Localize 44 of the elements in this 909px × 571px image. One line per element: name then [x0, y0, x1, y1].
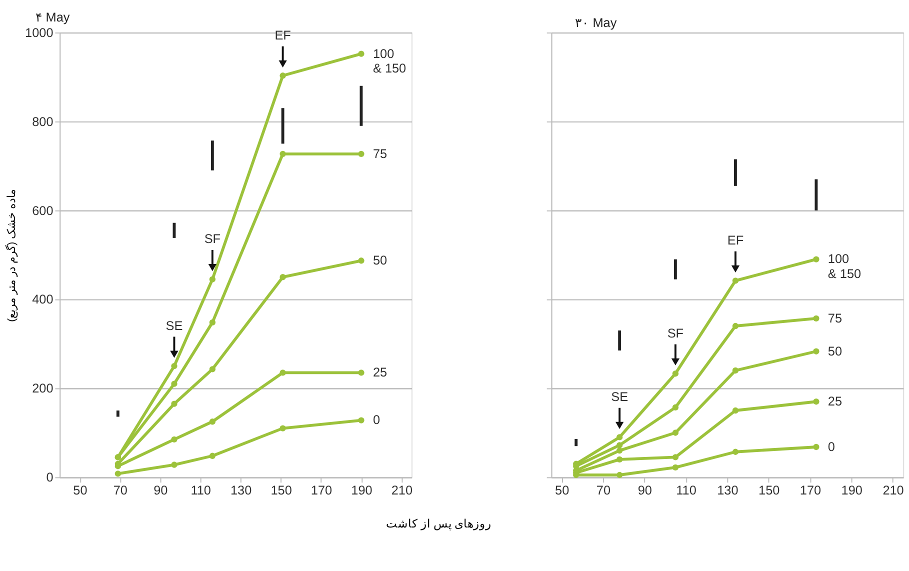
y-tick-label: 600	[32, 204, 54, 218]
x-tick-label: 170	[310, 483, 332, 498]
y-tick-label: 400	[32, 292, 54, 307]
chart-title: ۴ May	[35, 10, 70, 25]
y-tick-label: 1000	[25, 26, 54, 40]
x-tick-label: 190	[841, 483, 862, 498]
series-label: 25	[372, 366, 388, 380]
x-tick-label: 210	[882, 483, 904, 498]
annotation: EF	[727, 233, 744, 248]
annotation: EF	[274, 28, 292, 42]
y-axis-title: ماده خشک (گرم در متر مربع)	[5, 188, 18, 322]
x-tick-label: 70	[113, 483, 128, 498]
x-tick-label: 190	[351, 483, 372, 498]
x-tick-label: 110	[190, 483, 211, 498]
annotation: SE	[166, 318, 183, 333]
series-label: 100 & 150	[828, 252, 862, 281]
series-label: 50	[372, 254, 388, 268]
x-tick-label: 210	[391, 483, 413, 498]
y-tick-label: 0	[46, 470, 54, 485]
x-tick-label: 70	[596, 483, 611, 498]
x-tick-label: 110	[676, 483, 696, 498]
y-tick-label: 800	[32, 114, 54, 129]
series-label: 75	[828, 311, 842, 326]
annotation: SE	[611, 390, 628, 404]
y-tick-label: 200	[32, 382, 54, 396]
series-label: 75	[372, 146, 388, 161]
x-tick-label: 50	[73, 483, 88, 498]
series-label: 0	[372, 413, 380, 428]
x-tick-label: 90	[638, 483, 652, 498]
x-tick-label: 130	[717, 483, 738, 498]
x-tick-label: 90	[154, 483, 168, 498]
x-tick-label: 130	[230, 483, 252, 498]
x-tick-label: 170	[800, 483, 822, 498]
x-tick-label: 150	[270, 483, 292, 498]
x-axis-title: روزهای پس از کاشت	[386, 518, 492, 531]
chart-title: ۳۰ May	[575, 16, 618, 30]
x-tick-label: 50	[555, 483, 570, 498]
series-label: 50	[828, 344, 842, 358]
annotation: SF	[204, 232, 221, 246]
series-label: 100 & 150	[372, 46, 406, 76]
series-label: 25	[828, 394, 842, 409]
series-label: 0	[828, 440, 835, 454]
annotation: SF	[667, 326, 684, 340]
x-tick-label: 150	[758, 483, 780, 498]
